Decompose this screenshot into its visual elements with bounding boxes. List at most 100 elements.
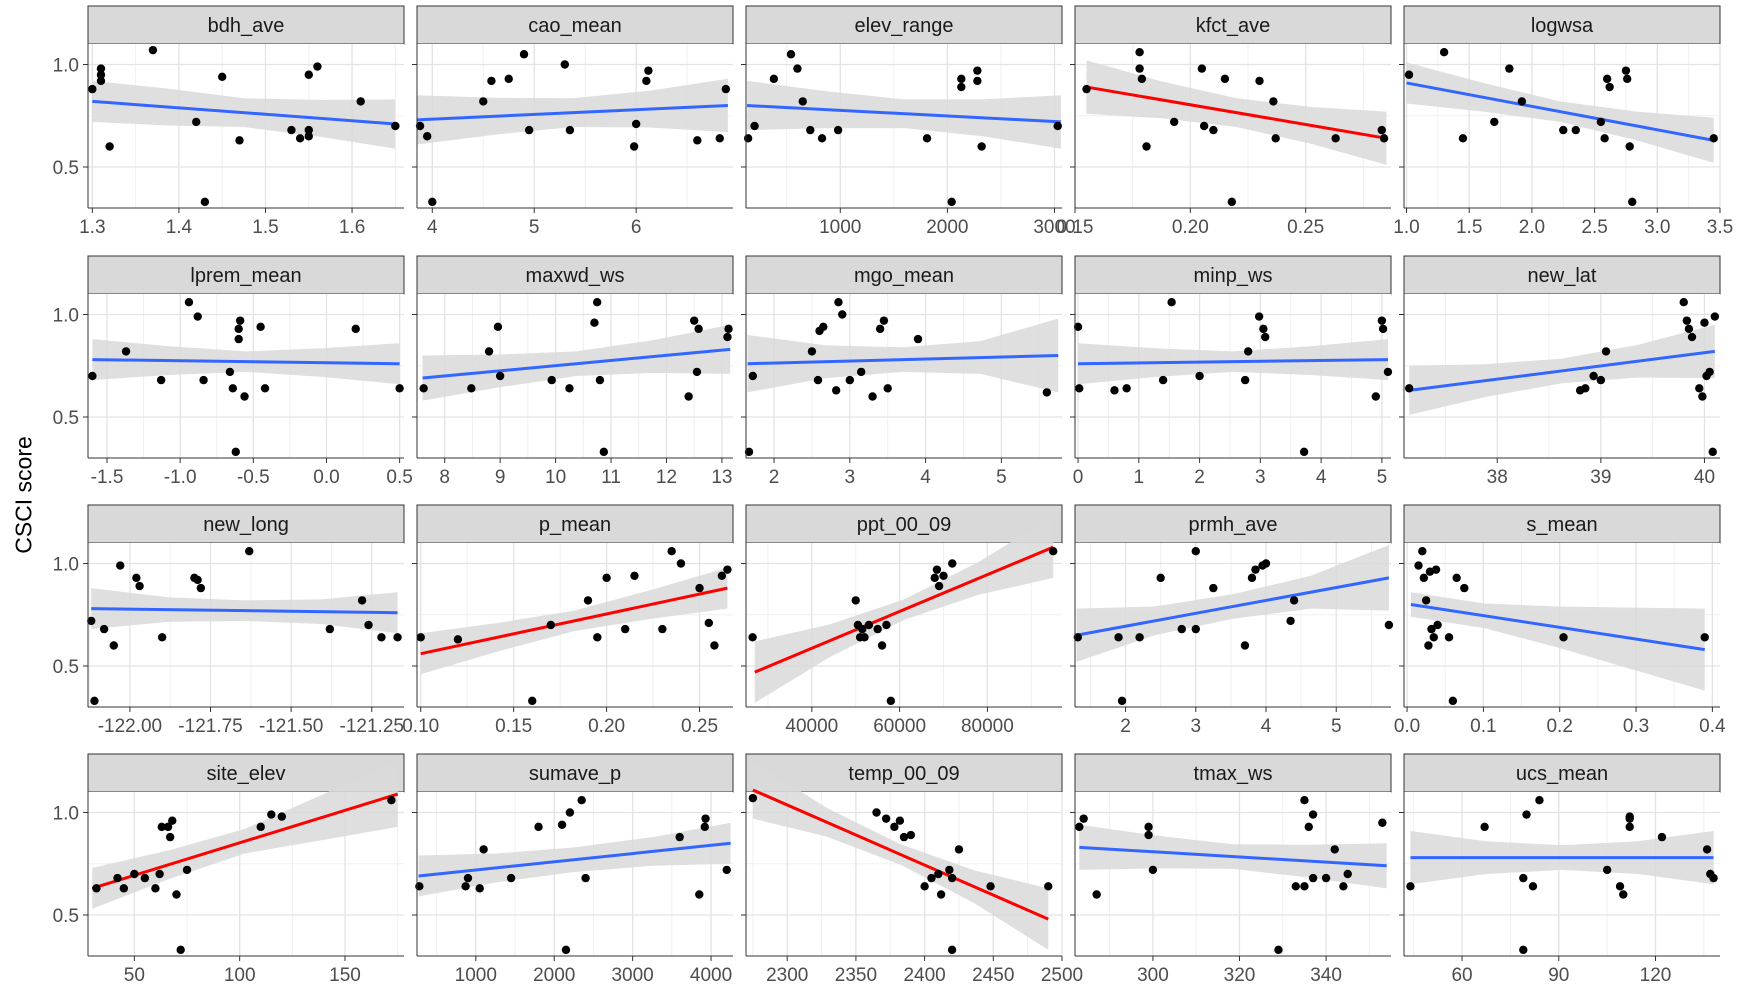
- regression-line: [92, 358, 400, 366]
- data-point: [1702, 845, 1712, 854]
- x-tick-label: 13: [711, 467, 732, 488]
- data-point: [864, 620, 874, 630]
- data-point: [936, 890, 946, 899]
- data-point: [1330, 845, 1339, 854]
- facet-strip: [745, 504, 1063, 544]
- data-point: [693, 136, 702, 145]
- x-tick-label: 39: [1590, 467, 1611, 488]
- data-point: [1709, 873, 1718, 883]
- x-tick-label: 38: [1487, 467, 1508, 488]
- data-point: [192, 117, 201, 127]
- data-point: [1135, 48, 1144, 57]
- data-point: [235, 316, 245, 325]
- facet-panel: ppt_00_09 40000 60000 80000: [741, 504, 1063, 737]
- facet-strip: [1403, 5, 1721, 45]
- data-point: [176, 945, 185, 955]
- data-point: [860, 633, 869, 642]
- data-point: [504, 74, 513, 84]
- data-point: [157, 633, 167, 642]
- regression-line: [422, 347, 731, 380]
- regression-line: [91, 792, 399, 890]
- x-tick-label: -1.0: [164, 467, 197, 488]
- data-point: [1247, 573, 1257, 583]
- data-point: [1243, 347, 1253, 356]
- data-point: [493, 322, 503, 331]
- y-tick-label: 0.5: [53, 158, 79, 179]
- data-point: [1522, 810, 1531, 819]
- data-point: [1269, 97, 1278, 106]
- data-point: [234, 324, 243, 334]
- regression-line: [91, 607, 398, 615]
- data-point: [934, 581, 944, 591]
- data-point: [1261, 332, 1270, 342]
- data-point: [1075, 822, 1084, 832]
- data-point: [267, 810, 276, 819]
- x-tick-label: 0.0: [1394, 716, 1420, 737]
- data-point: [644, 66, 653, 75]
- data-point: [1304, 822, 1313, 832]
- y-tick-label: 1.0: [53, 804, 79, 825]
- data-point: [1053, 121, 1062, 131]
- data-point: [155, 869, 164, 879]
- data-point: [416, 633, 425, 642]
- data-point: [813, 375, 823, 385]
- data-point: [235, 136, 244, 145]
- data-point: [453, 635, 463, 644]
- x-tick-label: 4000: [690, 965, 732, 986]
- facet-panel: temp_00_09 2300 2350 2400 2450 2500: [741, 753, 1083, 986]
- x-tick-label: 1.4: [166, 217, 193, 238]
- x-tick-label: 5: [529, 217, 540, 238]
- facet-strip-label: kfct_ave: [1196, 15, 1270, 37]
- x-tick-label: 0.20: [588, 716, 625, 737]
- data-point: [932, 565, 942, 574]
- x-tick-label: 120: [1640, 965, 1672, 986]
- x-tick-label: 2000: [533, 965, 575, 986]
- data-point: [833, 125, 843, 135]
- data-point: [364, 620, 373, 630]
- data-point: [872, 808, 881, 817]
- data-point: [1601, 347, 1611, 356]
- data-point: [304, 70, 313, 79]
- regression-line: [1408, 349, 1716, 392]
- data-point: [561, 945, 571, 955]
- data-point: [393, 633, 402, 642]
- regression-line: [754, 545, 1054, 674]
- data-point: [1433, 620, 1442, 630]
- regression-line: [1079, 845, 1387, 868]
- x-tick-label: 300: [1137, 965, 1169, 986]
- data-point: [1199, 121, 1209, 131]
- facet-panel: elev_range 1000 2000 3000: [741, 5, 1076, 238]
- data-point: [748, 793, 758, 803]
- facet-strip-label: p_mean: [539, 514, 611, 536]
- data-point: [184, 298, 194, 307]
- data-point: [1710, 312, 1720, 321]
- data-point: [1623, 74, 1632, 84]
- data-point: [547, 375, 556, 385]
- data-point: [467, 384, 476, 393]
- x-tick-label: 2.5: [1581, 217, 1607, 238]
- data-point: [116, 561, 125, 570]
- facet-panel: new_long -122.00 -121.75 -121.50 -121.25 0.5 1…: [53, 504, 405, 737]
- data-point: [1615, 882, 1625, 891]
- data-point: [1490, 117, 1499, 127]
- regression-line: [1410, 603, 1705, 652]
- confidence-band: [92, 761, 398, 909]
- facet-panel: bdh_ave 1.3 1.4 1.5 1.6 0.5 1.0: [53, 5, 405, 238]
- x-tick-label: 0.15: [495, 716, 532, 737]
- data-point: [721, 84, 731, 94]
- x-tick-label: -121.75: [178, 716, 242, 737]
- data-point: [1195, 371, 1204, 381]
- data-point: [620, 624, 630, 634]
- facet-strip-label: cao_mean: [528, 15, 621, 37]
- data-point: [1421, 596, 1431, 605]
- facet-panel: s_mean 0.0 0.1 0.2 0.3 0.4: [1394, 504, 1726, 737]
- data-point: [132, 573, 141, 583]
- data-point: [256, 322, 265, 331]
- data-point: [1418, 547, 1427, 556]
- data-point: [495, 371, 505, 381]
- data-point: [595, 375, 605, 385]
- facet-strip-label: mgo_mean: [854, 265, 954, 287]
- x-tick-label: 1.3: [79, 217, 105, 238]
